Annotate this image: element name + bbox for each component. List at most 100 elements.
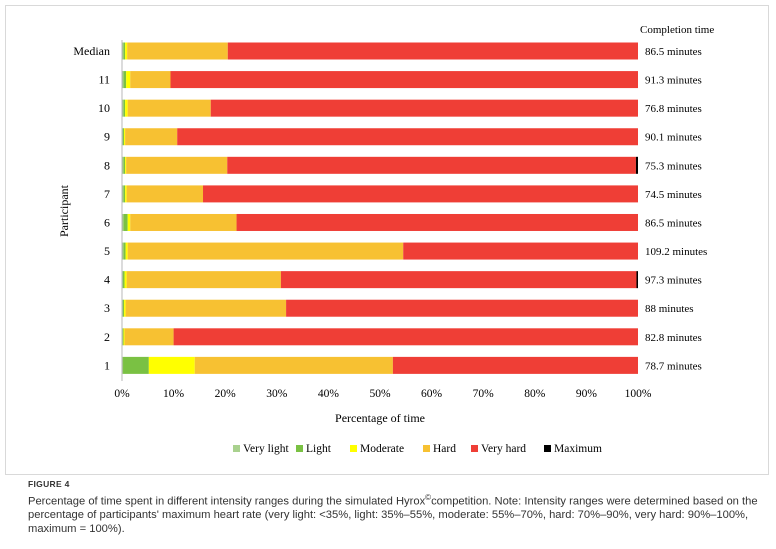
bar-segment-hard <box>127 99 211 117</box>
completion-time-label: 86.5 minutes <box>645 46 702 58</box>
y-tick-label: 2 <box>104 330 110 344</box>
legend-label: Very hard <box>481 443 526 455</box>
bar-segment-light <box>123 71 127 89</box>
bar-segment-hard <box>125 128 178 146</box>
bar-segment-moderate <box>148 356 195 374</box>
completion-time-label: 82.8 minutes <box>645 332 702 344</box>
legend-label: Maximum <box>554 443 602 455</box>
bar-segment-very-light <box>122 328 124 346</box>
bar-segment-very-light <box>122 185 124 203</box>
legend-swatch <box>423 445 430 452</box>
bar-segment-very-hard <box>392 356 638 374</box>
completion-time-label: 74.5 minutes <box>645 189 702 201</box>
x-tick-label: 70% <box>473 388 495 400</box>
x-tick-label: 90% <box>576 388 598 400</box>
completion-time-label: 97.3 minutes <box>645 275 702 287</box>
copyright-symbol: © <box>425 493 432 502</box>
bar-segment-light <box>123 271 125 289</box>
y-tick-label: 11 <box>98 73 110 87</box>
bar-segment-moderate <box>124 271 127 289</box>
bar-segment-maximum <box>636 271 638 289</box>
x-tick-label: 0% <box>114 388 130 400</box>
bar-segment-moderate <box>123 328 125 346</box>
bar-segment-very-light <box>122 42 124 60</box>
bar-segment-very-hard <box>403 242 638 260</box>
bar-segment-light <box>123 156 126 174</box>
bar-segment-moderate <box>127 213 131 231</box>
bar-segment-light <box>123 185 126 203</box>
completion-time-label: 91.3 minutes <box>645 75 702 87</box>
caption-text-part-1: Percentage of time spent in different in… <box>28 495 426 508</box>
y-tick-label: 6 <box>104 215 110 229</box>
y-tick-label: 1 <box>104 358 110 372</box>
completion-time-label: 75.3 minutes <box>645 160 702 172</box>
completion-time-label: 88 minutes <box>645 303 694 315</box>
figure-caption: FIGURE 4 Percentage of time spent in dif… <box>28 479 763 536</box>
bar-segment-very-hard <box>173 328 638 346</box>
bar-segment-very-hard <box>236 213 639 231</box>
x-tick-label: 60% <box>421 388 443 400</box>
bar-segment-hard <box>130 213 237 231</box>
x-tick-label: 20% <box>215 388 237 400</box>
bar-segment-moderate <box>125 185 127 203</box>
bar-segment-hard <box>126 185 204 203</box>
y-tick-label: 5 <box>104 244 110 258</box>
bar-segment-very-hard <box>280 271 637 289</box>
bar-segment-very-hard <box>227 42 638 60</box>
legend-label: Very light <box>243 443 289 455</box>
legend-label: Moderate <box>360 443 404 455</box>
bar-segment-light <box>123 42 126 60</box>
legend-label: Light <box>306 443 332 455</box>
legend-swatch <box>233 445 240 452</box>
bar-segment-very-hard <box>177 128 638 146</box>
completion-time-label: 90.1 minutes <box>645 132 702 144</box>
bar-segment-hard <box>125 299 287 317</box>
bar-segment-light <box>123 128 125 146</box>
x-tick-label: 30% <box>266 388 288 400</box>
y-tick-label: 9 <box>104 130 110 144</box>
completion-time-label: 78.7 minutes <box>645 360 702 372</box>
bar-segment-very-light <box>122 299 124 317</box>
legend-swatch <box>471 445 478 452</box>
bar-segment-very-light <box>122 128 124 146</box>
y-tick-label: 4 <box>104 273 110 287</box>
bar-segment-very-light <box>122 356 124 374</box>
bar-segment-light <box>123 242 126 260</box>
caption-text: Percentage of time spent in different in… <box>28 491 763 536</box>
bar-segment-moderate <box>124 299 126 317</box>
y-tick-label: 10 <box>98 101 110 115</box>
bar-segment-very-hard <box>286 299 638 317</box>
bar-segment-very-hard <box>227 156 636 174</box>
bar-segment-moderate <box>125 156 127 174</box>
y-tick-label: Median <box>73 44 110 58</box>
bar-segment-very-hard <box>170 71 638 89</box>
bar-segment-hard <box>127 42 228 60</box>
bar-segment-maximum <box>635 156 638 174</box>
y-tick-label: 7 <box>104 187 110 201</box>
y-tick-label: 8 <box>104 158 110 172</box>
stacked-bar-chart: Median 86.5 minutes 11 91.3 minutes 10 76.8 m… <box>57 24 714 455</box>
bar-segment-hard <box>126 271 281 289</box>
bar-segment-hard <box>194 356 393 374</box>
bar-segment-very-light <box>122 242 124 260</box>
bar-segment-very-light <box>122 99 124 117</box>
caption-text-part-2: competition. Note: Intensity ranges were… <box>28 495 758 535</box>
bar-segment-hard <box>126 156 228 174</box>
bar-segment-light <box>123 99 126 117</box>
y-tick-label: 3 <box>104 301 110 315</box>
x-axis-title: Percentage of time <box>335 411 425 425</box>
bar-segment-very-light <box>122 271 124 289</box>
bar-segment-light <box>123 356 149 374</box>
bar-segment-light <box>123 299 125 317</box>
bar-segment-very-hard <box>210 99 638 117</box>
x-tick-label: 10% <box>163 388 185 400</box>
y-axis-title: Participant <box>57 184 71 237</box>
x-tick-label: 50% <box>369 388 391 400</box>
legend-label: Hard <box>433 443 456 455</box>
bar-segment-moderate <box>125 99 128 117</box>
bar-segment-moderate <box>124 128 126 146</box>
x-tick-label: 40% <box>318 388 340 400</box>
bar-segment-very-hard <box>203 185 638 203</box>
bar-segment-moderate <box>125 42 128 60</box>
bar-segment-moderate <box>125 242 128 260</box>
